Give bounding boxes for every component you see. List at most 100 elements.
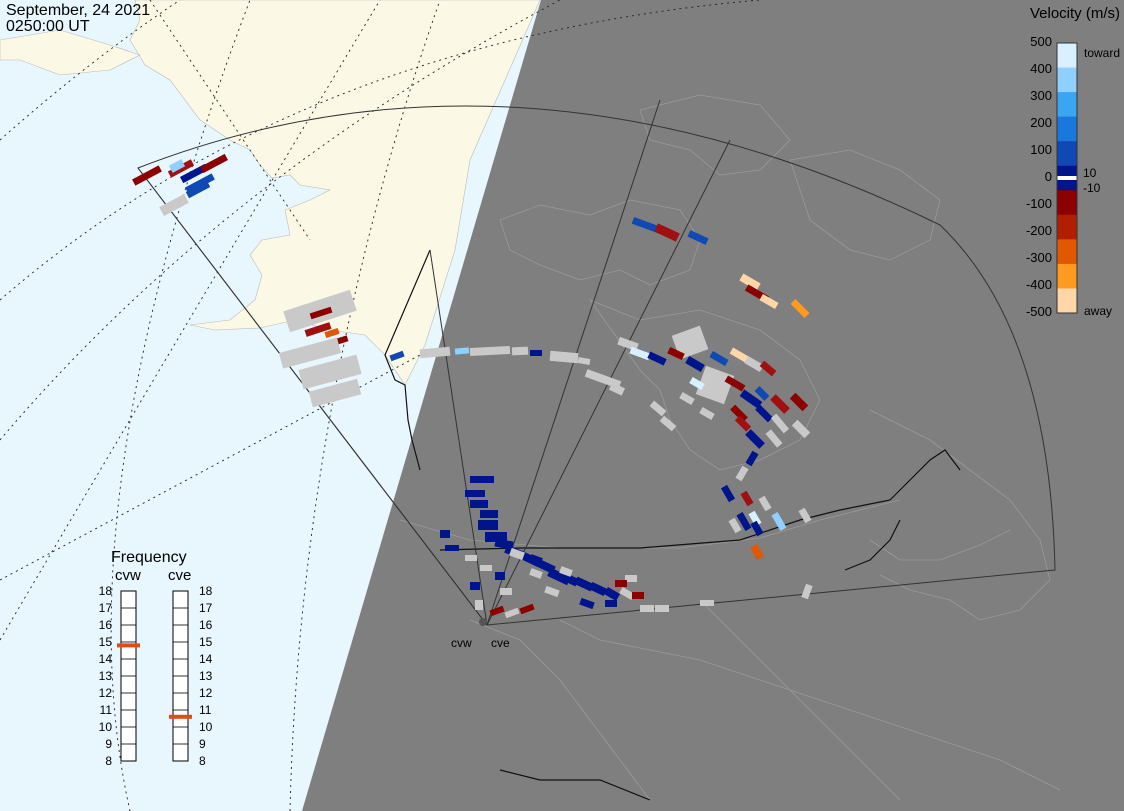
frequency-label-left: 12	[98, 686, 112, 700]
colorbar-tick-label: -500	[1025, 304, 1052, 319]
colorbar-segment	[1057, 92, 1077, 118]
colorbar-segment	[1057, 67, 1077, 93]
velocity-cell	[745, 429, 765, 449]
frequency-radar-cvw: cvw	[115, 567, 141, 584]
velocity-cell	[671, 325, 709, 360]
frequency-label-left: 10	[98, 720, 112, 734]
frequency-title: Frequency	[111, 549, 187, 566]
velocity-cell	[470, 476, 494, 483]
frequency-label-left: 11	[99, 703, 112, 717]
velocity-cell	[309, 306, 333, 320]
velocity-cell	[579, 597, 595, 610]
velocity-cell	[801, 583, 813, 600]
velocity-cell	[304, 322, 332, 337]
velocity-cell	[728, 517, 742, 534]
velocity-cell	[475, 600, 483, 610]
colorbar-tick-label: 0	[1044, 169, 1052, 184]
velocity-cell	[687, 230, 709, 245]
velocity-cell	[132, 165, 162, 186]
velocity-cell	[667, 346, 685, 361]
velocity-cell	[298, 354, 362, 390]
colorbar-segment	[1057, 214, 1077, 240]
colorbar-title: Velocity (m/s)	[1029, 5, 1120, 22]
frequency-label-right: 18	[199, 584, 213, 598]
date-label: September, 24 2021	[6, 2, 151, 19]
velocity-cell	[745, 450, 759, 467]
colorbar-zero-band	[1057, 176, 1077, 180]
velocity-cell	[504, 607, 520, 619]
frequency-panel	[117, 590, 192, 762]
velocity-cell	[419, 346, 451, 359]
velocity-cell	[324, 327, 340, 339]
frequency-label-right: 11	[199, 703, 212, 717]
colorbar-inner-tick-neg: -10	[1083, 181, 1101, 195]
velocity-cell	[308, 378, 362, 408]
coastlines	[384, 249, 961, 801]
velocity-cell	[577, 357, 591, 365]
velocity-cell	[480, 565, 492, 571]
velocity-cell	[695, 365, 735, 405]
velocity-cell	[709, 350, 729, 367]
velocity-cell	[168, 159, 186, 173]
velocity-cell	[485, 532, 507, 542]
time-label: 0250:00 UT	[6, 18, 90, 35]
frequency-label-left: 16	[98, 618, 112, 632]
velocity-cell	[559, 566, 573, 577]
velocity-cell	[750, 520, 764, 537]
velocity-cell	[740, 490, 754, 507]
velocity-cell	[729, 347, 751, 364]
velocity-cell	[605, 600, 617, 607]
velocity-cell	[608, 382, 626, 396]
colorbar-segment	[1057, 116, 1077, 142]
velocity-cell	[440, 530, 450, 538]
frequency-label-left: 17	[98, 601, 112, 615]
colorbar-segment	[1057, 263, 1077, 289]
frequency-label-left: 14	[98, 652, 112, 666]
velocity-cell	[647, 351, 667, 366]
frequency-marker-cvw	[117, 643, 140, 648]
velocity-cell	[700, 600, 714, 606]
velocity-cell	[748, 510, 762, 527]
velocity-cell	[750, 543, 764, 561]
night-region	[302, 0, 1124, 811]
colorbar-tick-label: -400	[1025, 277, 1052, 292]
colorbar-tick-label: 200	[1030, 115, 1052, 130]
velocity-cell	[559, 571, 579, 587]
colorbar-frame	[1056, 42, 1078, 314]
colorbar-tick-label: 100	[1030, 142, 1052, 157]
radar-label-cvw: cvw	[451, 636, 472, 650]
colorbar-tick-label: 300	[1030, 88, 1052, 103]
frequency-label-right: 9	[199, 737, 206, 751]
frequency-label-left: 18	[98, 584, 112, 598]
velocity-cell	[730, 404, 748, 423]
velocity-cell	[649, 400, 667, 417]
frequency-label-left: 15	[98, 635, 112, 649]
velocity-cell	[519, 603, 535, 615]
colorbar-segment	[1057, 239, 1077, 265]
velocity-cell	[754, 386, 770, 401]
velocity-cell	[791, 419, 811, 439]
velocity-cell	[720, 484, 736, 503]
velocity-cell	[509, 547, 525, 561]
colorbar-toward-label: toward	[1084, 46, 1121, 60]
velocity-cell	[685, 356, 705, 372]
velocity-cell	[789, 392, 809, 412]
velocity-cell	[167, 159, 195, 178]
velocity-cell	[445, 545, 459, 551]
velocity-cell	[615, 580, 627, 587]
velocity-cell	[511, 346, 529, 356]
velocity-cell	[765, 429, 783, 448]
frequency-label-right: 8	[199, 754, 206, 768]
velocity-cell	[699, 406, 715, 421]
velocity-cell	[465, 490, 485, 497]
velocity-cell	[500, 588, 512, 595]
frequency-label-left: 9	[105, 737, 112, 751]
velocity-vectors	[132, 153, 813, 619]
night-land-outlines	[399, 94, 1061, 801]
velocity-cell	[655, 605, 669, 612]
radar-label-cve: cve	[491, 636, 510, 650]
velocity-cell	[640, 605, 654, 612]
velocity-cell	[529, 568, 543, 579]
velocity-cell	[625, 575, 637, 582]
velocity-cell	[689, 376, 705, 391]
